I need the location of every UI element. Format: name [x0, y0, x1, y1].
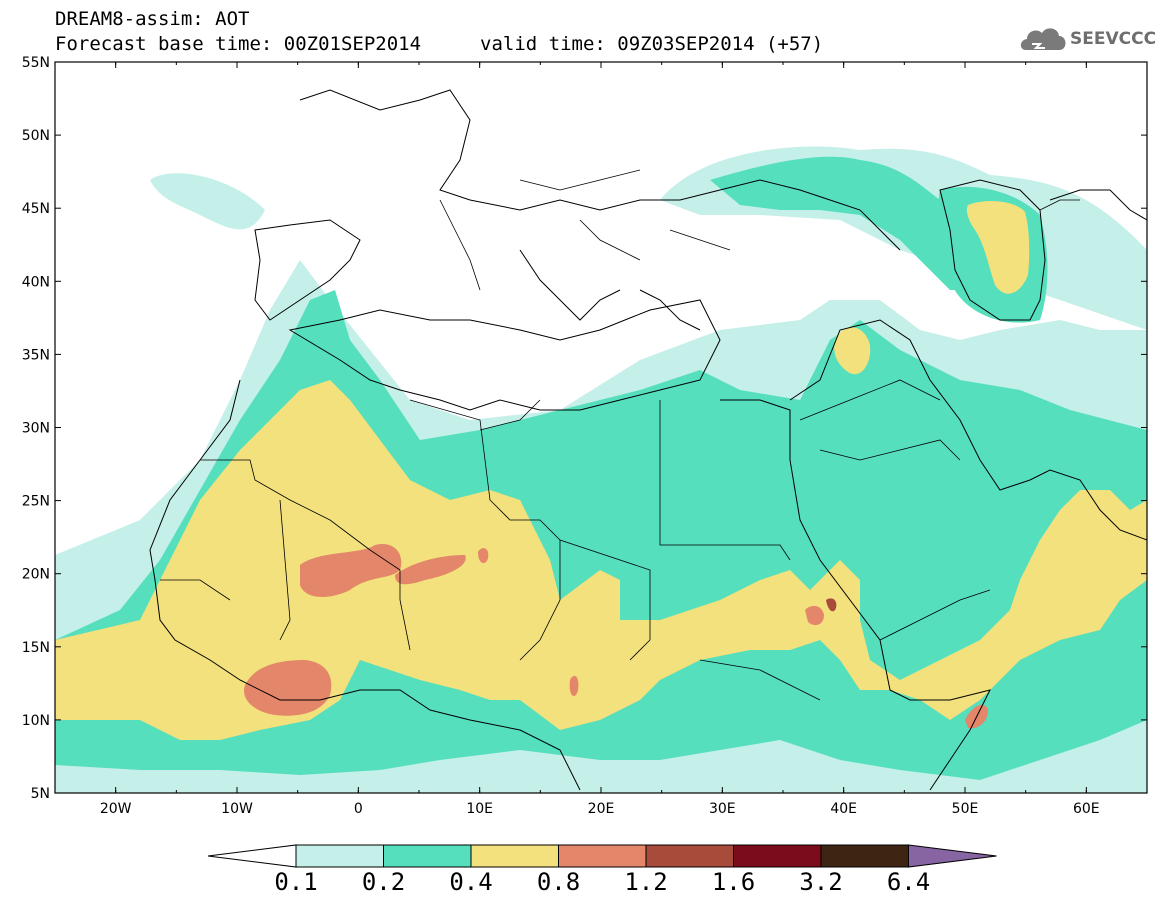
- colorbar-label: 0.2: [361, 868, 406, 896]
- colorbar-swatch: [383, 844, 472, 868]
- colorbar-label: 3.2: [799, 868, 843, 896]
- colorbar-swatch: [733, 844, 822, 868]
- lat-tick-label: 30N: [22, 421, 50, 437]
- lat-tick-label: 10N: [22, 713, 50, 729]
- cloud-icon: [1020, 28, 1066, 50]
- latitude-axis: 5N 10N 15N 20N 25N 30N 35N 40N 45N 50N 55N: [22, 55, 1147, 802]
- longitude-axis: 20W 10W 0 10E 20E 30E 40E 50E 60E: [54, 62, 1148, 817]
- aot-field: [55, 89, 1147, 793]
- colorbar-label: 0.8: [536, 868, 581, 896]
- lon-tick-label: 0: [354, 801, 363, 817]
- map-title: DREAM8-assim: AOT: [55, 8, 250, 30]
- aot-class-12-16: [826, 598, 837, 612]
- lat-tick-label: 20N: [22, 567, 50, 583]
- colorbar-label: 1.2: [624, 868, 668, 896]
- aot-class-04-08: [55, 200, 1147, 740]
- lon-tick-label: 10W: [221, 801, 253, 817]
- colorbar: [207, 844, 997, 868]
- colorbar-max-arrow: [908, 844, 997, 868]
- colorbar-label: 1.6: [711, 868, 756, 896]
- lat-tick-label: 5N: [31, 786, 50, 802]
- lat-tick-label: 55N: [22, 55, 50, 71]
- valid-time: valid time: 09Z03SEP2014 (+57): [480, 33, 824, 55]
- seevccc-logo: SEEVCCC: [1018, 20, 1158, 60]
- lon-tick-label: 60E: [1073, 801, 1100, 817]
- borders: [160, 169, 1080, 701]
- lat-tick-label: 15N: [22, 640, 50, 656]
- lon-tick-label: 50E: [952, 801, 979, 817]
- logo-text: SEEVCCC: [1070, 29, 1157, 49]
- lat-tick-label: 40N: [22, 274, 50, 290]
- colorbar-label: 0.1: [274, 868, 318, 896]
- colorbar-swatch: [820, 844, 909, 868]
- colorbar-swatch: [558, 844, 647, 868]
- lat-tick-label: 25N: [22, 494, 50, 510]
- aot-class-08-12: [244, 544, 988, 729]
- colorbar-min-arrow: [207, 844, 297, 868]
- lat-tick-label: 50N: [22, 128, 50, 144]
- lon-tick-label: 20W: [100, 801, 132, 817]
- lat-tick-label: 45N: [22, 201, 50, 217]
- colorbar-label: 0.4: [449, 868, 493, 896]
- colorbar-swatch: [295, 844, 384, 868]
- lon-tick-label: 40E: [830, 801, 857, 817]
- lon-tick-label: 10E: [466, 801, 493, 817]
- colorbar-label: 6.4: [886, 868, 931, 896]
- lon-tick-label: 30E: [709, 801, 736, 817]
- colorbar-swatch: [645, 844, 734, 868]
- lat-tick-label: 35N: [22, 347, 50, 363]
- forecast-base-time: Forecast base time: 00Z01SEP2014: [55, 33, 422, 55]
- lon-tick-label: 20E: [588, 801, 615, 817]
- colorbar-swatch: [470, 844, 559, 868]
